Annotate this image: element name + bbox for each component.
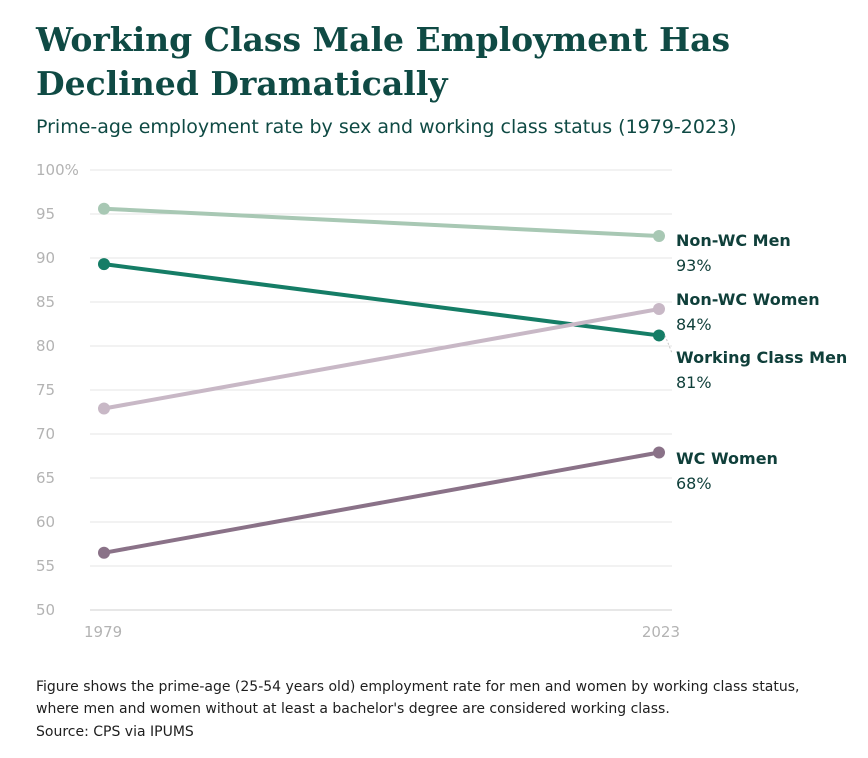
y-tick-label: 100%: [36, 161, 79, 179]
x-tick-label: 2023: [642, 623, 680, 641]
data-point: [653, 446, 665, 459]
data-label: 84%: [676, 315, 712, 334]
y-tick-label: 50: [36, 601, 55, 619]
y-tick-label: 60: [36, 513, 55, 531]
y-tick-label: 55: [36, 557, 55, 575]
data-label: 93%: [676, 256, 712, 275]
x-tick-label: 1979: [84, 623, 122, 641]
y-tick-label: 70: [36, 425, 55, 443]
series-label: Non-WC Women: [676, 290, 820, 309]
data-point: [653, 329, 665, 342]
y-tick-label: 90: [36, 249, 55, 267]
series-line: [102, 450, 661, 555]
source-note: Source: CPS via IPUMS: [36, 724, 194, 740]
y-axis: 100% 95 90 85 80 75 70 65 60 55 50: [36, 161, 79, 619]
data-label: 81%: [676, 373, 712, 392]
y-tick-label: 65: [36, 469, 55, 487]
gridlines: [90, 169, 672, 611]
data-point: [98, 258, 110, 271]
data-point: [98, 402, 110, 415]
series-line: [102, 307, 661, 411]
data-point: [653, 303, 665, 316]
data-label: 68%: [676, 474, 712, 493]
y-tick-label: 85: [36, 293, 55, 311]
data-point: [98, 202, 110, 215]
data-point: [98, 546, 110, 559]
label-leader: [664, 335, 673, 354]
series-line: [102, 206, 661, 238]
chart: 100% 95 90 85 80 75 70 65 60 55 50 1979 2023 Non-WC…: [36, 161, 847, 641]
chart-title: Working Class Male Employment Has Declin…: [36, 20, 731, 103]
series-label: Non-WC Men: [676, 231, 791, 250]
y-tick-label: 80: [36, 337, 55, 355]
series-lines: [98, 202, 665, 559]
x-axis: 1979 2023: [84, 623, 680, 641]
series-label: WC Women: [676, 449, 778, 468]
y-tick-label: 75: [36, 381, 55, 399]
series-line: [102, 262, 661, 338]
footnote: Figure shows the prime-age (25-54 years …: [36, 679, 800, 717]
chart-subtitle: Prime-age employment rate by sex and wor…: [36, 116, 737, 138]
data-point: [653, 230, 665, 242]
series-label: Working Class Men: [676, 348, 847, 367]
y-tick-label: 95: [36, 205, 55, 223]
series-labels: Non-WC Men 93% Working Class Men 81% Non-WC …: [664, 231, 847, 493]
